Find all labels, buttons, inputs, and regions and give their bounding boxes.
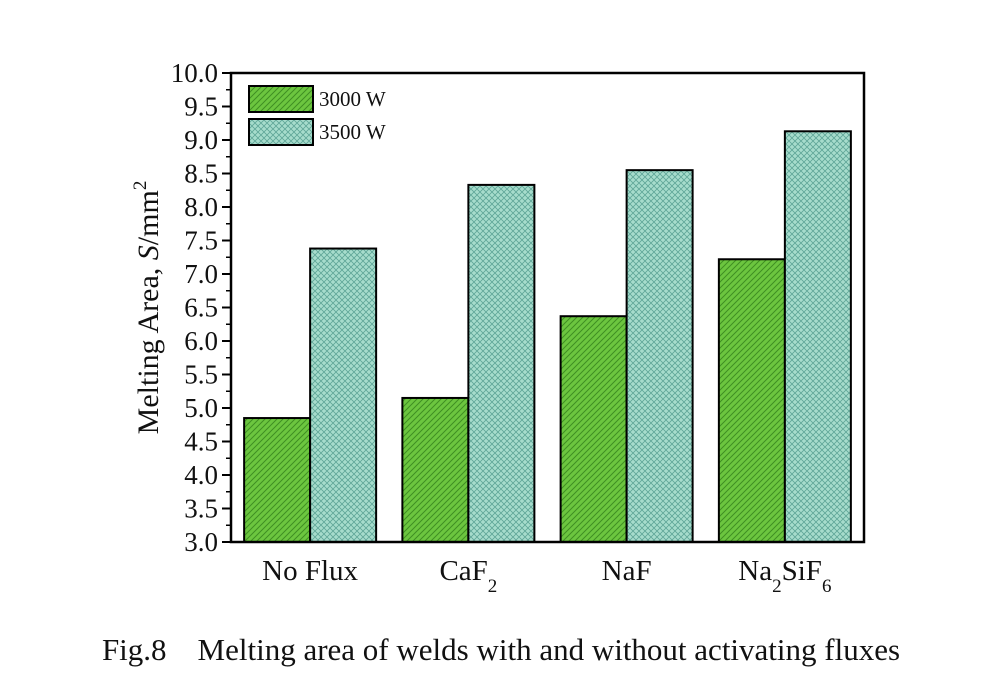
y-tick-label: 4.5 <box>184 427 218 457</box>
bar-3500w-1 <box>467 183 536 543</box>
x-category-label: No Flux <box>262 555 358 587</box>
y-tick-label: 10.0 <box>171 58 218 88</box>
x-category-label: Na2SiF6 <box>738 555 831 597</box>
y-tick-label: 7.5 <box>184 226 218 256</box>
y-tick-label: 3.0 <box>184 527 218 557</box>
bar-3500w-3 <box>783 130 852 543</box>
x-category-label: CaF2 <box>439 555 497 597</box>
bar-3000w-1 <box>401 396 470 544</box>
bar-3000w-2 <box>559 315 628 543</box>
legend-label-1: 3500 W <box>319 120 386 144</box>
legend-label-0: 3000 W <box>319 87 386 111</box>
y-tick-label: 9.0 <box>184 125 218 155</box>
y-tick-label: 6.0 <box>184 326 218 356</box>
legend-swatch-0 <box>248 85 314 113</box>
bar-3000w-3 <box>717 258 786 543</box>
bar-chart: 3.03.5 4.04.5 5.05.5 6.06.5 7.07.5 8.08.5 9.09… <box>130 58 866 597</box>
y-tick-label: 4.0 <box>184 460 218 490</box>
y-tick-label: 9.5 <box>184 92 218 122</box>
x-category-label: NaF <box>602 555 652 587</box>
y-tick-label: 8.0 <box>184 192 218 222</box>
figure-caption: Fig.8 Melting area of welds with and wit… <box>101 632 901 667</box>
legend-swatch-1 <box>248 118 314 146</box>
y-tick-label: 8.5 <box>184 159 218 189</box>
bar-3000w-0 <box>243 417 312 543</box>
y-tick-label: 3.5 <box>184 494 218 524</box>
y-tick-label: 5.0 <box>184 393 218 423</box>
y-tick-label: 6.5 <box>184 293 218 323</box>
bar-3500w-2 <box>625 169 694 543</box>
bar-3500w-0 <box>309 247 378 543</box>
y-tick-label: 7.0 <box>184 259 218 289</box>
y-tick-label: 5.5 <box>184 360 218 390</box>
y-axis-title: Melting Area, S/mm2 <box>130 181 165 435</box>
